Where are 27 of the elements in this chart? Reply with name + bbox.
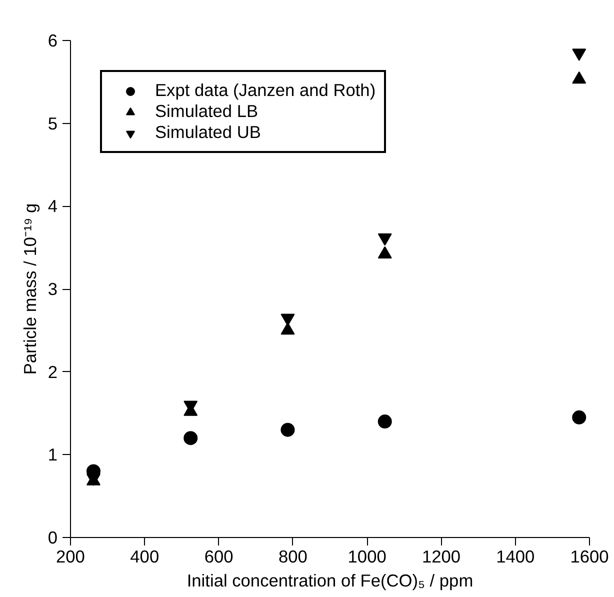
- point: [378, 233, 392, 246]
- x-tick-label: 1200: [422, 546, 461, 566]
- y-tick-label: 6: [48, 30, 58, 50]
- x-tick-label: 1600: [570, 546, 609, 566]
- y-tick-label: 1: [48, 444, 58, 465]
- point: [280, 314, 295, 326]
- y-axis-title: Particle mass / 10⁻¹⁹ g: [20, 203, 40, 375]
- y-tick-label: 4: [48, 196, 58, 216]
- point: [572, 48, 586, 61]
- legend-label: Simulated UB: [155, 122, 261, 143]
- legend-label: Simulated LB: [155, 101, 258, 122]
- x-tick-label: 1400: [496, 546, 535, 566]
- legend-label: Expt data (Janzen and Roth): [155, 80, 376, 101]
- x-tick-label: 600: [204, 546, 234, 566]
- point: [280, 422, 295, 437]
- x-tick-label: 400: [130, 546, 160, 566]
- x-tick-label: 800: [278, 546, 308, 566]
- point: [572, 410, 586, 424]
- y-tick-label: 0: [48, 528, 58, 548]
- x-tick-label: 200: [56, 546, 85, 566]
- y-tick-label: 5: [48, 113, 58, 134]
- y-tick-label: 3: [48, 279, 58, 299]
- y-tick-label: 2: [48, 362, 58, 382]
- point: [378, 414, 392, 429]
- point: [184, 431, 198, 446]
- x-axis-title: Initial concentration of Fe(CO)₅ / ppm: [186, 570, 474, 590]
- x-tick-label: 1000: [348, 546, 386, 566]
